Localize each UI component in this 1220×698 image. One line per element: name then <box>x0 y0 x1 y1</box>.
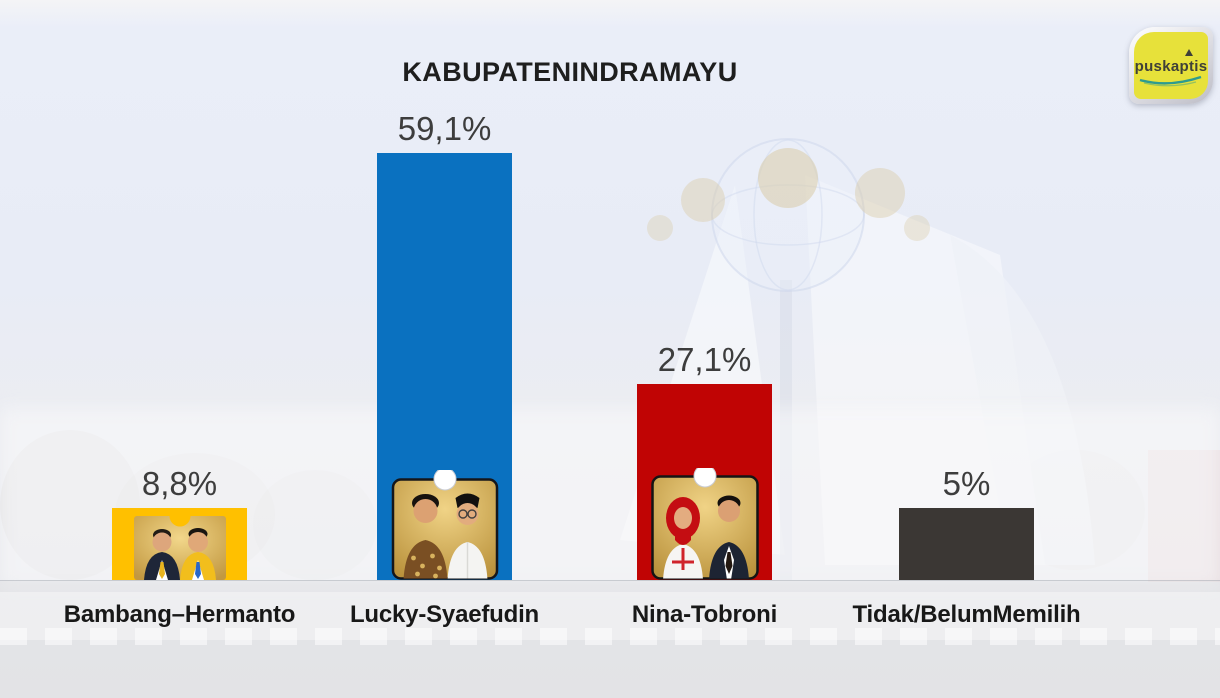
logo-swoosh-icon <box>1139 75 1202 87</box>
lucky-syaefudin-photo <box>391 470 498 580</box>
logo-triangle-icon <box>1185 49 1193 56</box>
bar-tidak-belum-memilih <box>899 508 1034 580</box>
bar-group-bambang-hermanto: 8,8% <box>112 448 247 580</box>
chart-title: KABUPATENINDRAMAYU <box>402 57 738 87</box>
x-axis-line <box>0 580 1220 581</box>
bar-group-nina-tobroni: 27,1% <box>637 324 772 580</box>
bar-group-lucky-syaefudin: 59,1% <box>377 93 512 580</box>
background-road <box>0 580 1220 698</box>
puskaptis-logo-inner: puskaptis <box>1134 32 1208 99</box>
category-label-bambang-hermanto: Bambang–Hermanto <box>63 601 296 628</box>
value-label: 59,1% <box>397 110 492 147</box>
category-label-lucky-syaefudin: Lucky-Syaefudin <box>349 601 540 628</box>
nina-tobroni-photo <box>650 468 759 580</box>
background-fence <box>0 628 1220 645</box>
category-label-tidak-belum-memilih: Tidak/BelumMemilih <box>852 601 1081 628</box>
bambang-hermanto-photo <box>133 515 226 580</box>
value-label: 27,1% <box>657 341 752 378</box>
category-label-nina-tobroni: Nina-Tobroni <box>631 601 778 628</box>
value-label: 5% <box>942 465 991 502</box>
logo-text: puskaptis <box>1134 58 1208 75</box>
value-label: 8,8% <box>141 465 218 502</box>
bar-group-tidak-belum-memilih: 5% <box>899 448 1034 580</box>
puskaptis-logo: puskaptis <box>1129 27 1213 104</box>
